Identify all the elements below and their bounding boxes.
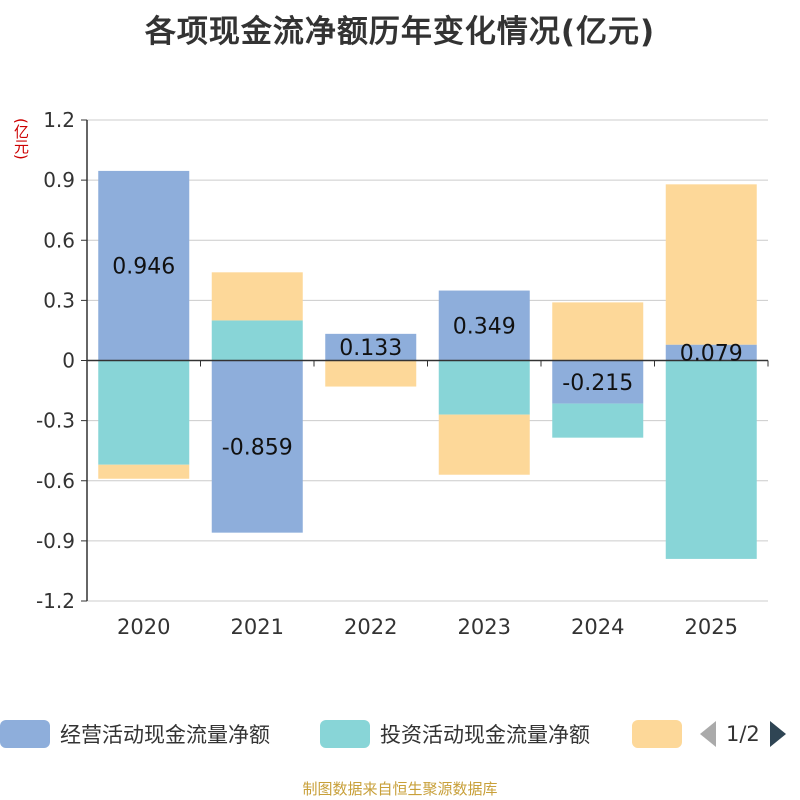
chart-title: 各项现金流净额历年变化情况(亿元)	[144, 14, 656, 50]
bar-segment-2	[211, 272, 303, 321]
legend-label-investing: 投资活动现金流量净额	[380, 723, 590, 747]
bar-segment-1	[552, 403, 644, 438]
x-tick-label: 2020	[117, 615, 170, 639]
legend: 经营活动现金流量净额 投资活动现金流量净额 1/2	[0, 714, 800, 754]
chart-area: 1.2 0.9 0.6 0.3 0 -0.3 -0.6 -0.9 -1.2 2020 2021 202…	[36, 108, 769, 639]
data-label: 0.133	[339, 336, 402, 361]
bar-segment-0	[325, 333, 417, 361]
data-label: 0.946	[112, 255, 175, 280]
x-tick-label: 2023	[458, 615, 511, 639]
legend-swatch-operating	[0, 720, 50, 748]
legend-next-page-icon[interactable]	[769, 721, 786, 747]
bar-segment-2	[438, 414, 530, 475]
y-tick-label: -1.2	[36, 589, 75, 613]
bar-segment-2	[98, 464, 190, 479]
bar-segment-1	[211, 320, 303, 361]
bar-segment-1	[98, 360, 190, 465]
bar-segment-0	[211, 360, 303, 533]
y-tick-label: 0	[62, 349, 75, 373]
bar-segment-2	[665, 184, 757, 345]
bar-segment-2	[325, 360, 417, 387]
bar-segment-0	[665, 344, 757, 361]
data-source-note: 制图数据来自恒生聚源数据库	[302, 780, 498, 798]
data-label: -0.859	[222, 436, 293, 461]
legend-prev-page-icon[interactable]	[700, 721, 716, 747]
y-tick-label: -0.3	[36, 409, 75, 433]
y-tick-label: 0.3	[43, 288, 75, 312]
legend-item-financing[interactable]	[632, 714, 692, 754]
x-tick-label: 2021	[231, 615, 284, 639]
legend-label-operating: 经营活动现金流量净额	[60, 723, 270, 747]
data-label: 0.349	[453, 315, 516, 340]
bar-segment-0	[552, 360, 644, 404]
legend-pager: 1/2	[700, 714, 786, 754]
bar-segment-0	[98, 170, 190, 361]
legend-swatch-investing	[320, 720, 370, 748]
bar-segment-1	[665, 360, 757, 559]
legend-page-indicator: 1/2	[726, 722, 760, 746]
y-tick-label: 0.9	[43, 168, 75, 192]
y-tick-label: -0.9	[36, 529, 75, 553]
y-tick-label: -0.6	[36, 469, 75, 493]
bar-segment-0	[438, 290, 530, 361]
y-tick-label: 1.2	[43, 108, 75, 132]
legend-item-operating[interactable]: 经营活动现金流量净额	[0, 714, 270, 754]
bar-segment-2	[552, 302, 644, 361]
data-label: -0.215	[562, 371, 633, 396]
data-label: 0.079	[680, 342, 743, 367]
y-axis-unit-label: (亿元)	[12, 118, 30, 160]
legend-item-investing[interactable]: 投资活动现金流量净额	[320, 714, 590, 754]
x-tick-label: 2024	[571, 615, 624, 639]
legend-swatch-financing	[632, 720, 682, 748]
y-tick-label: 0.6	[43, 228, 75, 252]
bar-segment-1	[438, 360, 530, 415]
x-tick-label: 2022	[344, 615, 397, 639]
x-tick-label: 2025	[685, 615, 738, 639]
